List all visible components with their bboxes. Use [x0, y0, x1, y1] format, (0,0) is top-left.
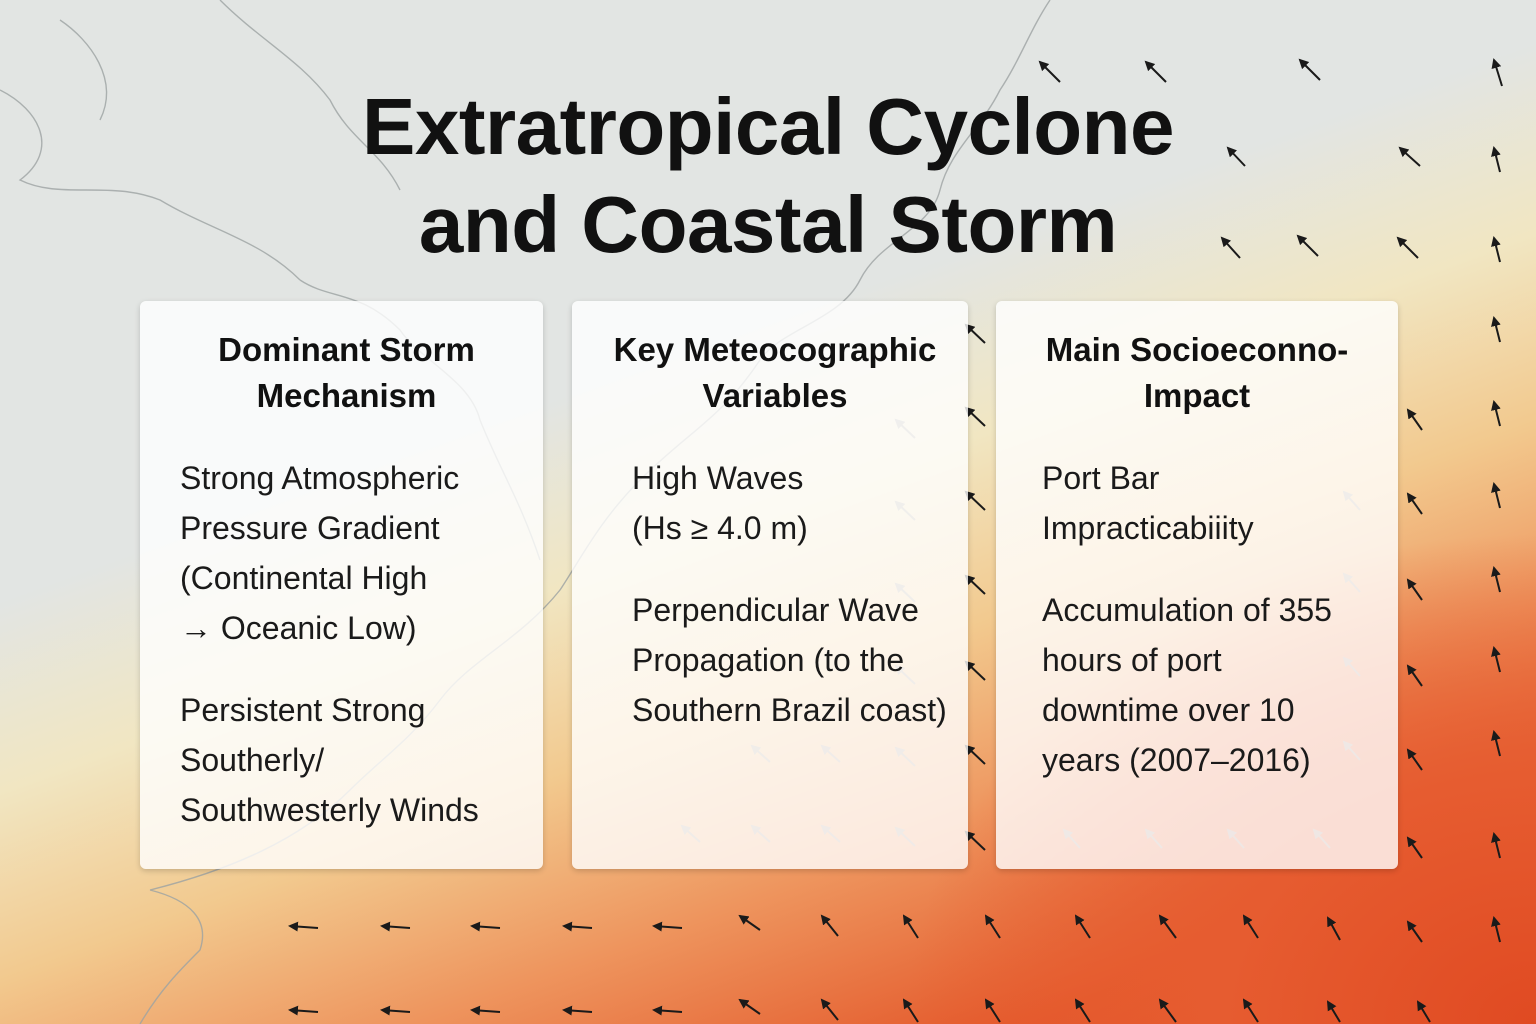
card-heading: Dominant Storm Mechanism: [218, 331, 475, 414]
card-item: High Waves (Hs ≥ 4.0 m): [632, 460, 808, 546]
title-line-2: and Coastal Storm: [418, 180, 1118, 269]
card-item: Port Bar Impracticabiiity: [1042, 460, 1254, 546]
card-storm-mechanism: Dominant Storm Mechanism Strong Atmosphe…: [140, 301, 543, 869]
card-key-variables: Key Meteocographic Variables High Waves …: [572, 301, 968, 869]
card-item: Accumulation of 355 hours of port downti…: [1042, 592, 1332, 778]
card-item: Perpendicular Wave Propagation (to the S…: [632, 592, 947, 728]
wind-arrow-icon: [288, 58, 1503, 1023]
card-item: Persistent Strong Southerly/ Southwester…: [180, 692, 479, 828]
card-heading: Key Meteocographic Variables: [613, 331, 937, 414]
card-socioeconomic-impact: Main Socioeconno- Impact Port Bar Imprac…: [996, 301, 1398, 869]
title-line-1: Extratropical Cyclone: [362, 82, 1175, 171]
card-item: Strong Atmospheric Pressure Gradient (Co…: [180, 460, 460, 646]
card-heading: Main Socioeconno- Impact: [1045, 331, 1349, 414]
page-title: Extratropical Cyclone and Coastal Storm: [0, 78, 1536, 274]
